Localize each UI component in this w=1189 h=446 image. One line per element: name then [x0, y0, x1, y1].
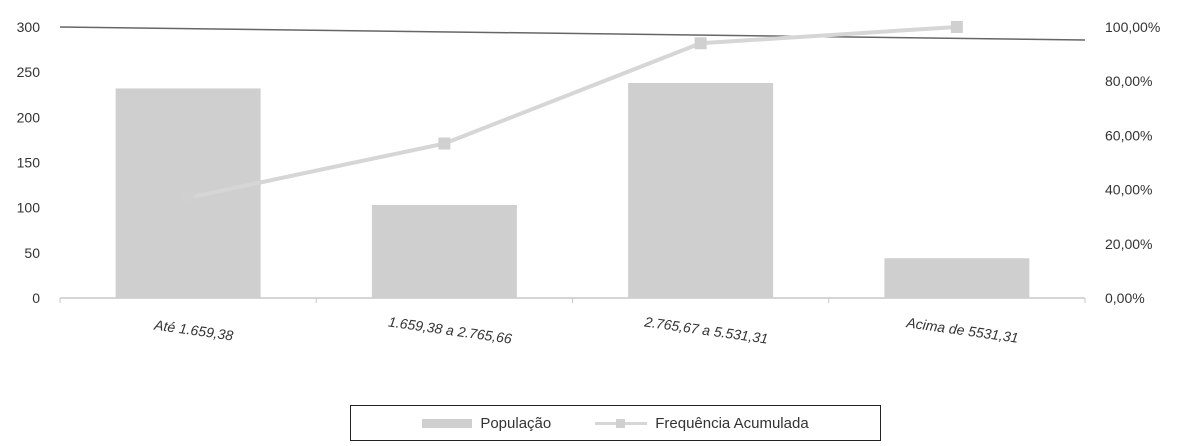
legend-label-frequencia: Frequência Acumulada: [655, 414, 809, 432]
x-category-label-3: 2.765,67 a 5.531,31: [643, 313, 770, 346]
bar-series: [115, 83, 1030, 298]
legend-item-frequencia: Frequência Acumulada: [595, 414, 809, 432]
y-left-tick-100: 100: [17, 200, 41, 216]
legend-line-swatch: [595, 418, 648, 428]
legend-label-populacao: População: [480, 414, 552, 432]
bar-3: [628, 83, 774, 298]
y-left-tick-250: 250: [17, 64, 41, 80]
combo-chart: 0 50 100 150 200 250 300 0,00% 20,00% 40,00% 60,0…: [17, 19, 1161, 347]
legend-item-populacao: População: [422, 415, 551, 432]
x-category-label-1: Até 1.659,38: [152, 316, 234, 343]
y-right-tick-4: 60,00%: [1105, 127, 1152, 143]
y-left-tick-200: 200: [17, 109, 41, 125]
y-left-tick-300: 300: [17, 19, 41, 35]
y-right-tick-6: 100,00%: [1105, 19, 1160, 35]
y-right-tick-5: 80,00%: [1105, 73, 1152, 89]
y-right-tick-2: 20,00%: [1105, 236, 1152, 252]
plot-top-border: [59, 26, 1086, 41]
bar-2: [371, 204, 517, 298]
y-left-tick-150: 150: [17, 155, 41, 171]
line-marker-4: [950, 21, 963, 33]
y-left-tick-50: 50: [24, 245, 40, 261]
y-axis-right: 0,00% 20,00% 40,00% 60,00% 80,00% 100,00%: [1105, 19, 1160, 306]
cumulative-frequency-line: [187, 25, 958, 200]
y-left-tick-0: 0: [32, 290, 40, 306]
line-marker-3: [694, 37, 707, 50]
legend-bar-swatch: [422, 418, 473, 428]
y-right-tick-3: 40,00%: [1105, 182, 1152, 198]
x-axis-categories: Até 1.659,38 1.659,38 a 2.765,66 2.765,67 …: [59, 298, 1086, 347]
line-series: [182, 21, 963, 204]
x-category-label-2: 1.659,38 a 2.765,66: [387, 313, 513, 346]
bar-4: [884, 258, 1030, 298]
y-right-tick-1: 0,00%: [1105, 290, 1145, 306]
line-marker-2: [438, 137, 451, 150]
line-marker-1: [182, 191, 195, 204]
y-axis-left: 0 50 100 150 200 250 300: [17, 19, 41, 306]
x-category-label-4: Acima de 5531,31: [905, 314, 1020, 346]
legend: População Frequência Acumulada: [350, 405, 881, 441]
